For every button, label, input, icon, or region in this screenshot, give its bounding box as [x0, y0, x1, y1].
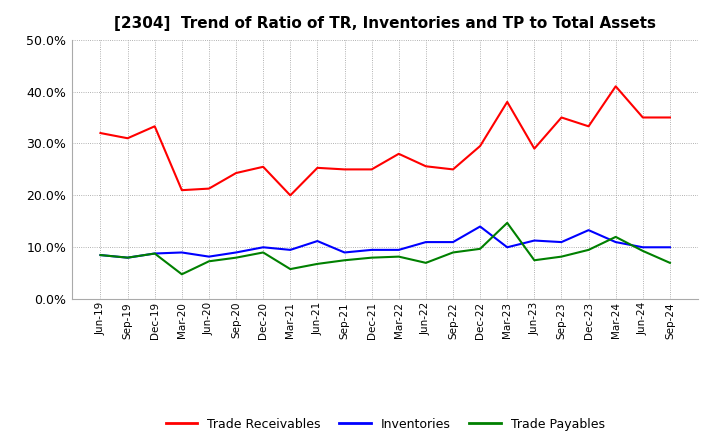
Inventories	[421, 239, 430, 245]
Trade Payables	[313, 261, 322, 267]
Inventories	[286, 247, 294, 253]
Inventories	[665, 245, 674, 250]
Trade Receivables	[584, 124, 593, 129]
Trade Receivables	[204, 186, 213, 191]
Trade Payables	[584, 247, 593, 253]
Trade Receivables	[96, 130, 105, 136]
Inventories	[259, 245, 268, 250]
Trade Receivables	[150, 124, 159, 129]
Trade Receivables	[557, 115, 566, 120]
Trade Receivables	[421, 164, 430, 169]
Trade Receivables	[367, 167, 376, 172]
Trade Payables	[232, 255, 240, 260]
Inventories	[503, 245, 511, 250]
Trade Payables	[530, 258, 539, 263]
Inventories	[584, 227, 593, 233]
Inventories	[367, 247, 376, 253]
Trade Payables	[367, 255, 376, 260]
Trade Payables	[395, 254, 403, 259]
Legend: Trade Receivables, Inventories, Trade Payables: Trade Receivables, Inventories, Trade Pa…	[161, 413, 610, 436]
Trade Receivables	[178, 187, 186, 193]
Trade Receivables	[665, 115, 674, 120]
Trade Receivables	[395, 151, 403, 157]
Inventories	[341, 250, 349, 255]
Trade Payables	[639, 248, 647, 253]
Line: Trade Receivables: Trade Receivables	[101, 86, 670, 195]
Inventories	[449, 239, 457, 245]
Inventories	[232, 250, 240, 255]
Inventories	[178, 250, 186, 255]
Inventories	[611, 239, 620, 245]
Trade Payables	[476, 246, 485, 252]
Trade Payables	[557, 254, 566, 259]
Inventories	[557, 239, 566, 245]
Trade Receivables	[341, 167, 349, 172]
Trade Payables	[259, 250, 268, 255]
Inventories	[476, 224, 485, 229]
Trade Payables	[503, 220, 511, 226]
Trade Payables	[150, 251, 159, 256]
Trade Payables	[449, 250, 457, 255]
Trade Receivables	[123, 136, 132, 141]
Trade Receivables	[449, 167, 457, 172]
Trade Receivables	[639, 115, 647, 120]
Trade Receivables	[286, 193, 294, 198]
Inventories	[639, 245, 647, 250]
Trade Receivables	[476, 143, 485, 149]
Inventories	[204, 254, 213, 259]
Trade Payables	[96, 253, 105, 258]
Inventories	[123, 255, 132, 260]
Inventories	[530, 238, 539, 243]
Line: Trade Payables: Trade Payables	[101, 223, 670, 274]
Trade Receivables	[611, 84, 620, 89]
Trade Payables	[611, 234, 620, 239]
Trade Payables	[286, 267, 294, 272]
Trade Receivables	[530, 146, 539, 151]
Trade Payables	[178, 271, 186, 277]
Trade Receivables	[259, 164, 268, 169]
Trade Payables	[123, 255, 132, 260]
Inventories	[150, 251, 159, 256]
Trade Payables	[421, 260, 430, 265]
Inventories	[313, 238, 322, 244]
Inventories	[395, 247, 403, 253]
Trade Receivables	[313, 165, 322, 170]
Trade Receivables	[232, 170, 240, 176]
Inventories	[96, 253, 105, 258]
Trade Payables	[341, 258, 349, 263]
Line: Inventories: Inventories	[101, 227, 670, 258]
Trade Payables	[665, 260, 674, 265]
Title: [2304]  Trend of Ratio of TR, Inventories and TP to Total Assets: [2304] Trend of Ratio of TR, Inventories…	[114, 16, 656, 32]
Trade Receivables	[503, 99, 511, 105]
Trade Payables	[204, 259, 213, 264]
